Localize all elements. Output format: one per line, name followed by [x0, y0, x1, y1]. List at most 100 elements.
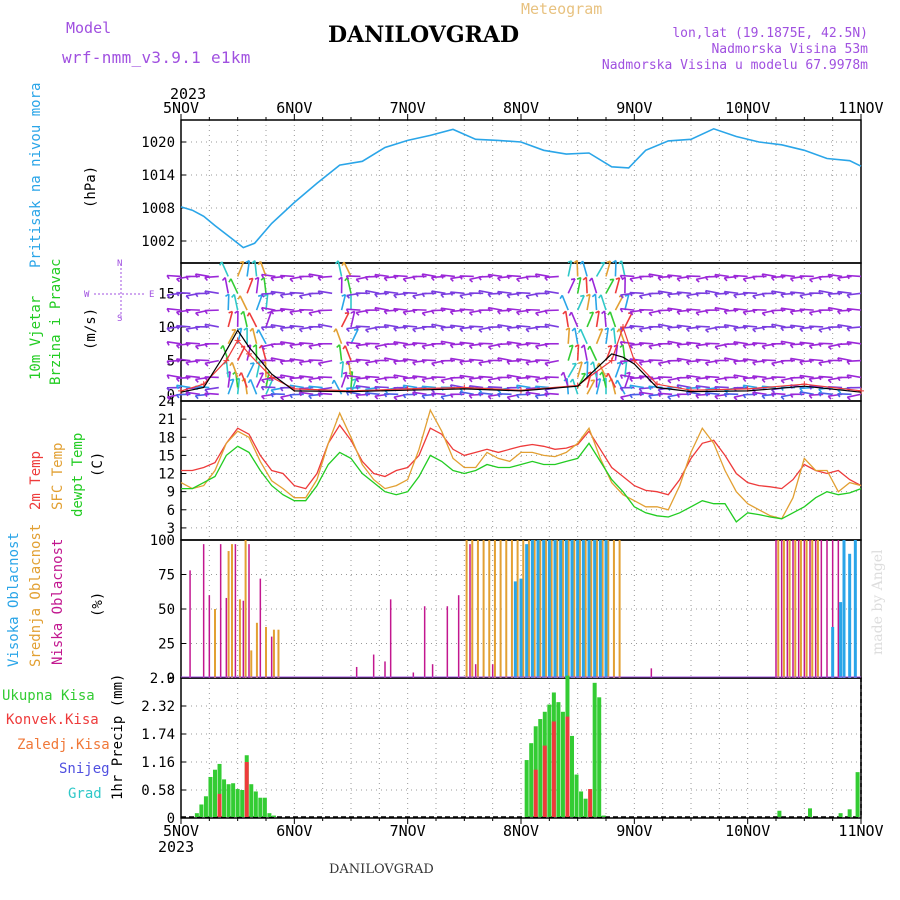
wind-barb: [440, 307, 456, 311]
wind-barb: [837, 357, 852, 362]
wind-barb: [733, 274, 748, 278]
wind-barb-feather: [250, 362, 255, 365]
wind-barb-feather: [714, 326, 718, 331]
wind-barb-feather: [579, 260, 584, 265]
wind-barb-feather: [685, 341, 690, 347]
wind-barb-feather: [260, 359, 265, 365]
wind-barb: [686, 308, 701, 311]
wind-barb-feather: [166, 387, 171, 392]
cloud-bar-0: [792, 540, 794, 678]
wind-barb-feather: [742, 292, 746, 297]
wind-barb-feather: [496, 376, 501, 382]
wind-barb: [535, 359, 550, 362]
wind-barb-feather: [246, 312, 251, 317]
wind-barb-feather: [515, 394, 520, 399]
wind-barb-feather: [742, 344, 747, 349]
wind-barb: [639, 391, 654, 396]
wind-barb-feather: [393, 327, 397, 332]
wind-barb: [724, 309, 739, 312]
wind-barb-feather: [606, 260, 611, 264]
wind-barb: [594, 294, 598, 311]
wind-barb-feather: [616, 328, 621, 333]
wind-barb: [629, 342, 644, 347]
wind-barb-feather: [648, 395, 653, 400]
wind-barb-feather: [676, 377, 681, 382]
wind-barb-feather: [695, 394, 700, 399]
cloud-bar-1: [556, 540, 559, 678]
wind-barb-feather: [252, 343, 257, 348]
wind-barb-feather: [449, 358, 454, 363]
wind-barb-feather: [573, 259, 578, 264]
wind-barb-feather: [666, 360, 671, 365]
wind-barb: [733, 307, 748, 311]
wind-barb-feather: [393, 341, 397, 346]
wind-barb: [289, 324, 304, 328]
wind-barb-feather: [459, 391, 463, 396]
wind-barb-feather: [194, 395, 199, 400]
model-elevation-text: Nadmorska Visina u modelu 67.9978m: [601, 58, 868, 73]
wind-barb-feather: [799, 341, 803, 347]
wind-barb-feather: [648, 326, 652, 331]
wind-barb-feather: [393, 294, 398, 299]
precip-bar-0: [592, 682, 597, 817]
cloud-bar-1: [607, 540, 610, 678]
wind-barb-feather: [355, 278, 360, 283]
wind-barb: [544, 290, 559, 295]
wind-barb-feather: [506, 294, 511, 299]
wind-barb: [318, 359, 333, 365]
wind-barb: [790, 357, 805, 362]
wind-barb-feather: [298, 375, 302, 380]
wind-barb: [648, 359, 663, 362]
wind-barb: [714, 292, 729, 295]
wind-barb-feather: [580, 344, 585, 349]
cloud-bar-1: [476, 540, 479, 678]
cloud-bar-1: [578, 540, 581, 678]
wind-barb: [809, 325, 824, 328]
wind-barb-feather: [204, 362, 209, 367]
wind-barb: [308, 359, 323, 362]
precip-bar-0: [226, 784, 231, 817]
wind-barb-feather: [704, 392, 709, 397]
wind-barb: [705, 289, 720, 295]
wind-barb-feather: [341, 293, 346, 297]
wind-barb-feather: [525, 361, 530, 366]
wind-barb-feather: [355, 292, 359, 297]
wind-barb-feather: [761, 312, 766, 317]
wind-barb: [289, 342, 304, 347]
wind-gust-marker: [858, 387, 864, 394]
wind-barb: [603, 310, 607, 328]
wind-barb-feather: [761, 326, 765, 331]
wind-barb: [431, 392, 446, 396]
wind-barb-feather: [374, 274, 378, 279]
wind-barb-feather: [827, 274, 831, 279]
cloud-bar-2: [553, 540, 557, 678]
wind-barb-feather: [846, 294, 851, 299]
wind-barb: [828, 273, 843, 278]
wind-barb-feather: [487, 379, 492, 384]
wind-barb-feather: [497, 277, 501, 282]
cloud-bar-1: [550, 540, 553, 678]
wind-barb: [412, 342, 427, 345]
wind-barb: [576, 344, 580, 361]
wind-barb-feather: [723, 277, 728, 282]
wind-barb-feather: [544, 392, 548, 398]
wind-barb: [847, 393, 862, 398]
x-tick-label-bottom: 9NOV: [616, 822, 652, 840]
wind-barb: [771, 275, 786, 279]
cloud-bar-2: [547, 540, 551, 678]
wind-barb-feather: [771, 389, 776, 394]
wind-barb: [374, 292, 389, 295]
wind-barb-feather: [355, 358, 359, 364]
wind-barb: [743, 384, 758, 389]
wind-barb: [525, 391, 541, 396]
y-tick-label: 1020: [141, 135, 175, 151]
wind-barb: [255, 372, 265, 388]
wind-barb-feather: [257, 294, 263, 297]
wind-barb-feather: [317, 392, 321, 398]
wind-barb-feather: [342, 371, 347, 375]
cloud-bar-1: [777, 540, 780, 678]
wind-barb-feather: [231, 328, 236, 332]
y-tick-label: 15: [158, 286, 175, 302]
wind-barb: [677, 384, 692, 389]
wind-barb-feather: [846, 275, 850, 280]
